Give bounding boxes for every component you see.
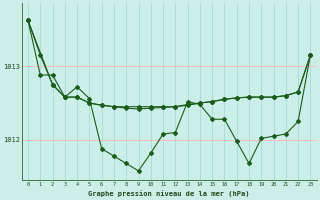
X-axis label: Graphe pression niveau de la mer (hPa): Graphe pression niveau de la mer (hPa) [88, 190, 250, 197]
